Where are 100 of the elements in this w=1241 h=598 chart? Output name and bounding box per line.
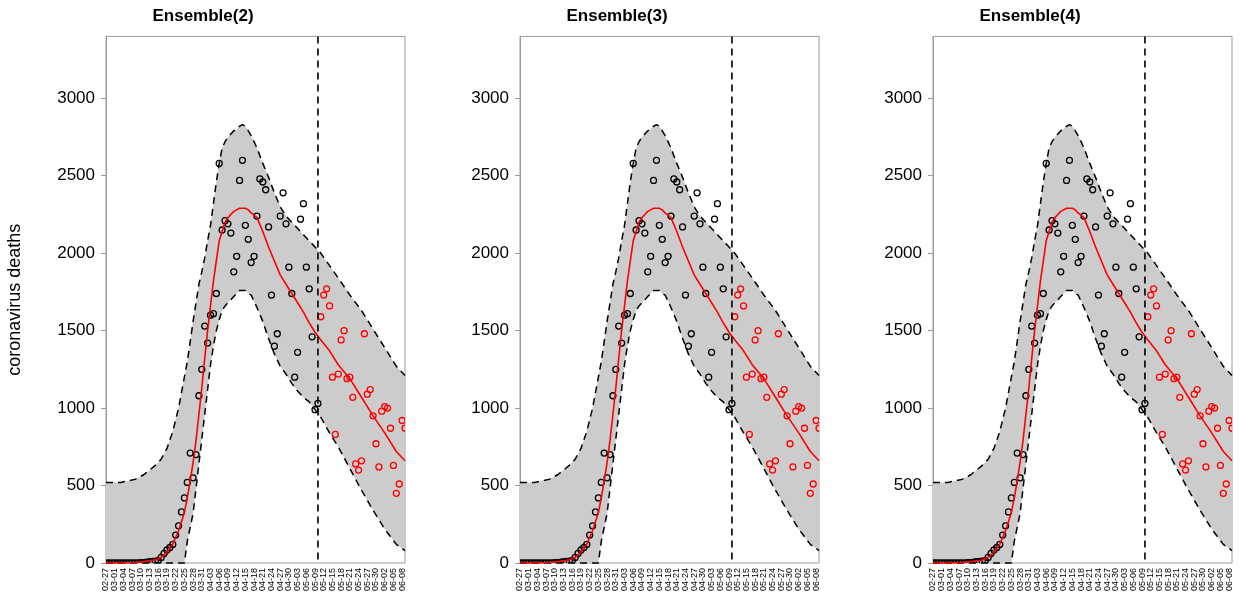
point: [1222, 480, 1230, 488]
point: [742, 373, 750, 381]
point: [803, 461, 811, 470]
x-tick-label: 03-22: [583, 568, 594, 592]
x-tick-label: 06-05: [1214, 568, 1225, 592]
x-tick-label: 05-27: [1188, 568, 1199, 592]
point: [1147, 291, 1155, 299]
x-tick-label: 02-27: [100, 568, 111, 592]
x-tick-label: 03-28: [1014, 568, 1025, 592]
x-tick-label: 03-10: [962, 568, 973, 592]
point: [791, 407, 799, 415]
point: [736, 285, 744, 293]
x-tick-label: 03-19: [574, 568, 585, 592]
x-tick-label: 05-27: [361, 568, 372, 592]
point: [378, 407, 386, 415]
x-tick-label: 03-01: [109, 568, 120, 592]
point: [762, 393, 770, 401]
point: [398, 416, 406, 425]
point: [1173, 373, 1181, 381]
point: [777, 390, 785, 398]
x-tick-label: 03-07: [126, 568, 137, 592]
x-tick-label: 04-09: [635, 568, 646, 592]
x-tick-label: 05-27: [775, 568, 786, 592]
point: [383, 404, 392, 412]
x-tick-label: 05-18: [1162, 568, 1173, 592]
point: [354, 466, 363, 474]
x-tick-label: 05-15: [1153, 568, 1164, 592]
point: [1152, 302, 1161, 310]
x-tick-label: 02-27: [927, 568, 938, 592]
point: [774, 330, 782, 338]
x-tick-label: 04-15: [239, 568, 250, 592]
x-tick-label: 05-18: [335, 568, 346, 592]
x-tick-label: 03-04: [531, 568, 542, 592]
y-tick-label: 1000: [57, 397, 95, 417]
x-tick-label: 04-24: [265, 568, 276, 592]
x-tick-label: 03-31: [1023, 568, 1034, 592]
point: [360, 330, 369, 338]
x-tick-label: 03-28: [187, 568, 198, 592]
point: [1225, 416, 1233, 425]
point: [788, 463, 797, 471]
x-tick-label: 04-18: [1075, 568, 1086, 592]
x-tick-label: 03-16: [979, 568, 990, 592]
point: [809, 480, 817, 488]
x-tick-label: 06-02: [379, 568, 390, 592]
point: [334, 370, 342, 378]
point: [1184, 457, 1193, 465]
x-tick-label: 03-13: [557, 568, 568, 592]
point: [1149, 285, 1158, 293]
y-tick-label: 1500: [57, 320, 95, 340]
point: [337, 336, 345, 344]
point: [756, 375, 765, 383]
x-tick-label: 05-09: [1136, 568, 1147, 592]
x-tick-label: 05-06: [1127, 568, 1138, 592]
x-tick-label: 03-31: [609, 568, 620, 592]
y-tick-label: 3000: [884, 88, 922, 108]
x-tick-label: 05-09: [309, 568, 320, 592]
point: [366, 385, 374, 394]
x-tick-label: 04-30: [283, 568, 294, 592]
x-tick-label: 04-06: [213, 568, 224, 592]
x-tick-label: 03-31: [196, 568, 207, 592]
x-tick-label: 06-05: [387, 568, 398, 592]
point: [1210, 404, 1219, 412]
x-tick-label: 03-19: [161, 568, 172, 592]
chart-title: Ensemble(4): [979, 5, 1081, 25]
x-tick-label: 04-21: [1084, 568, 1095, 592]
point: [1219, 489, 1227, 497]
y-tick-label: 2500: [884, 165, 922, 185]
y-tick-label: 500: [480, 475, 509, 495]
point: [1161, 370, 1169, 378]
point: [1202, 463, 1210, 471]
point: [331, 430, 339, 439]
x-tick-label: 03-04: [117, 568, 128, 592]
y-tick-label: 3000: [57, 88, 95, 108]
point: [357, 457, 366, 465]
x-tick-label: 04-03: [205, 568, 215, 592]
point: [1176, 393, 1184, 401]
x-tick-label: 06-08: [1223, 568, 1234, 592]
x-tick-label: 05-15: [740, 568, 751, 592]
x-tick-label: 03-13: [144, 568, 155, 592]
point: [739, 302, 747, 310]
point: [1190, 390, 1198, 398]
point: [1208, 402, 1216, 411]
x-tick-label: 04-18: [662, 568, 673, 592]
x-tick-label: 04-09: [1049, 568, 1060, 592]
x-tick-label: 03-01: [936, 568, 947, 592]
y-tick-label: 500: [66, 475, 95, 495]
x-tick-label: 05-03: [1119, 568, 1130, 592]
x-tick-label: 05-21: [1171, 568, 1182, 592]
y-tick-label: 2000: [884, 242, 922, 262]
x-tick-label: 04-30: [696, 568, 707, 592]
x-tick-label: 03-07: [540, 568, 551, 592]
point: [800, 424, 808, 432]
y-tick-label: 0: [499, 552, 509, 572]
x-tick-label: 04-27: [1101, 568, 1112, 592]
y-tick-label: 1000: [470, 397, 509, 417]
x-tick-label: 04-24: [679, 568, 690, 592]
point: [748, 370, 756, 378]
x-tick-label: 04-12: [644, 568, 655, 592]
point: [395, 480, 403, 488]
x-tick-label: 05-12: [1145, 568, 1156, 592]
